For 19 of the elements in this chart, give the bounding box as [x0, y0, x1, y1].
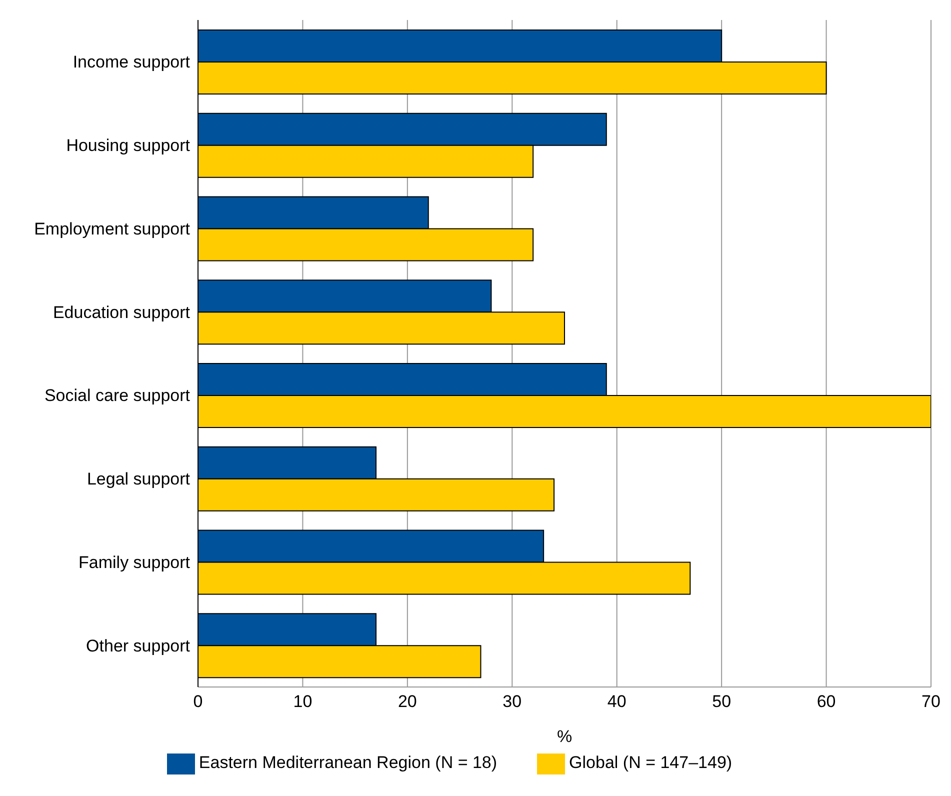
x-tick-label: 10 — [293, 692, 312, 712]
legend-label: Eastern Mediterranean Region (N = 18) — [198, 753, 498, 772]
x-tick-label: 20 — [398, 692, 417, 712]
y-tick-label: Income support — [72, 52, 190, 72]
y-tick-label: Other support — [86, 636, 190, 656]
x-tick-label: 50 — [712, 692, 732, 712]
y-tick-label: Education support — [52, 302, 190, 322]
x-tick-label: 60 — [816, 692, 836, 712]
x-tick-label: 30 — [502, 692, 522, 712]
y-tick-label: Family support — [78, 552, 190, 572]
legend-label: Global (N = 147–149) — [569, 753, 732, 772]
x-axis-title: % — [556, 727, 572, 746]
x-tick-label: 0 — [193, 692, 203, 712]
x-tick-label: 40 — [607, 692, 626, 712]
y-tick-label: Employment support — [34, 219, 190, 238]
y-tick-label: Legal support — [86, 470, 190, 489]
x-tick-label: 70 — [922, 692, 940, 712]
y-tick-label: Housing support — [66, 136, 190, 156]
y-tick-label: Social care support — [44, 386, 190, 406]
